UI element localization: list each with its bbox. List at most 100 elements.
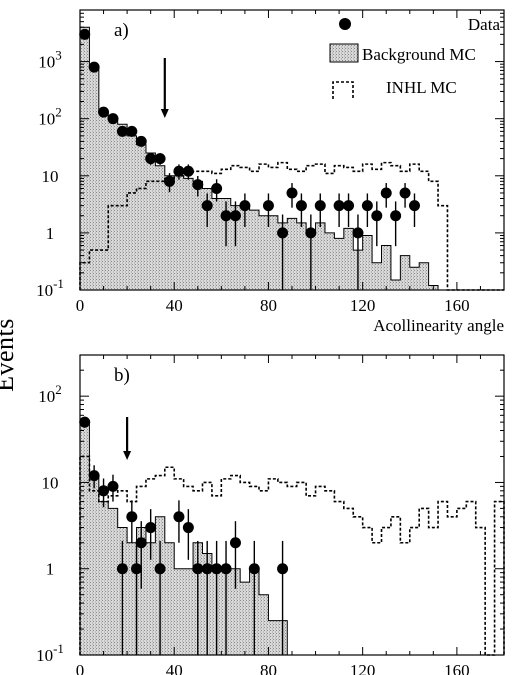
data-point: [154, 153, 166, 165]
inhl-mc-histogram: [79, 161, 504, 291]
y-tick-exponent: -1: [53, 641, 64, 656]
y-tick-base: 10: [36, 646, 53, 665]
data-point: [211, 563, 223, 575]
data-point: [116, 125, 128, 137]
panel-label: a): [114, 20, 129, 41]
data-point: [98, 106, 110, 118]
data-point: [295, 200, 307, 212]
y-tick-label: 10-1: [36, 276, 64, 300]
data-point: [173, 165, 185, 177]
data-point: [352, 227, 364, 239]
y-tick-label: 10: [42, 473, 59, 492]
data-point: [229, 537, 241, 549]
legend-data-marker: [339, 18, 351, 30]
x-tick-label: 0: [76, 661, 85, 675]
data-point: [201, 200, 213, 212]
data-point: [286, 187, 298, 199]
y-tick-base: 10: [36, 281, 53, 300]
y-tick-label: 102: [38, 105, 62, 129]
data-point: [211, 182, 223, 194]
data-point: [361, 200, 373, 212]
data-point: [220, 210, 232, 222]
data-point: [154, 563, 166, 575]
data-point: [164, 175, 176, 187]
data-point: [135, 135, 147, 147]
y-tick-label: 10-1: [36, 641, 64, 665]
y-tick-label: 10: [42, 167, 59, 186]
data-point: [399, 187, 411, 199]
data-point: [239, 200, 251, 212]
x-tick-label: 80: [260, 661, 277, 675]
data-point: [79, 28, 91, 40]
y-tick-base: 10: [42, 473, 59, 492]
y-tick-base: 10: [42, 167, 59, 186]
data-point: [192, 179, 204, 191]
x-tick-label: 0: [76, 296, 85, 315]
data-point: [145, 522, 157, 534]
data-point: [88, 61, 100, 73]
x-tick-label: 40: [166, 661, 183, 675]
y-tick-exponent: 3: [55, 48, 62, 63]
y-tick-label: 1: [46, 560, 55, 579]
cut-arrow-head: [123, 451, 132, 460]
panel-b: 04080120160Acoplanarity angle10210110-1b…: [36, 354, 505, 675]
data-point: [107, 113, 119, 125]
legend-signal-label: INHL MC: [386, 78, 457, 97]
legend-data-label: Data: [468, 15, 501, 34]
y-tick-exponent: -1: [53, 276, 64, 291]
data-point: [135, 537, 147, 549]
data-point: [305, 227, 317, 239]
data-point: [390, 210, 402, 222]
data-point: [343, 200, 355, 212]
data-point: [380, 187, 392, 199]
data-point: [314, 200, 326, 212]
data-point: [126, 125, 138, 137]
panel-label: b): [114, 365, 130, 386]
x-tick-label: 40: [166, 296, 183, 315]
x-tick-label: 160: [444, 661, 470, 675]
legend-signal-swatch: [332, 81, 354, 99]
data-point: [248, 563, 260, 575]
data-point: [408, 200, 420, 212]
data-point: [182, 522, 194, 534]
y-tick-base: 1: [46, 560, 55, 579]
x-axis-label: Acollinearity angle: [373, 316, 504, 335]
data-point: [131, 563, 143, 575]
data-point: [220, 563, 232, 575]
background-mc-histogram: [79, 26, 504, 291]
y-tick-exponent: 2: [55, 105, 62, 120]
data-point: [333, 200, 345, 212]
data-point: [116, 563, 128, 575]
data-point: [229, 210, 241, 222]
data-point: [201, 563, 213, 575]
data-point: [145, 153, 157, 165]
data-point: [277, 227, 289, 239]
legend-background-label: Background MC: [362, 45, 476, 64]
data-point: [277, 563, 289, 575]
y-tick-exponent: 2: [55, 382, 62, 397]
cut-arrow-head: [160, 109, 169, 118]
y-tick-label: 103: [38, 48, 62, 72]
data-point: [262, 200, 274, 212]
inhl-mc-histogram: [79, 455, 505, 656]
data-point: [192, 563, 204, 575]
data-point: [173, 511, 185, 523]
legend-background-swatch: [329, 43, 359, 63]
data-point: [371, 210, 383, 222]
data-point: [98, 485, 110, 497]
x-tick-label: 120: [350, 661, 376, 675]
y-axis-label: Events: [0, 318, 19, 392]
data-point: [126, 511, 138, 523]
y-axis-label-container: Events: [0, 300, 42, 410]
y-tick-base: 10: [38, 387, 55, 406]
y-tick-label: 1: [46, 224, 55, 243]
x-tick-label: 80: [260, 296, 277, 315]
data-point: [79, 416, 91, 428]
x-tick-label: 160: [444, 296, 470, 315]
data-point: [88, 470, 100, 482]
data-point: [107, 480, 119, 492]
y-tick-base: 10: [38, 53, 55, 72]
x-tick-label: 120: [350, 296, 376, 315]
